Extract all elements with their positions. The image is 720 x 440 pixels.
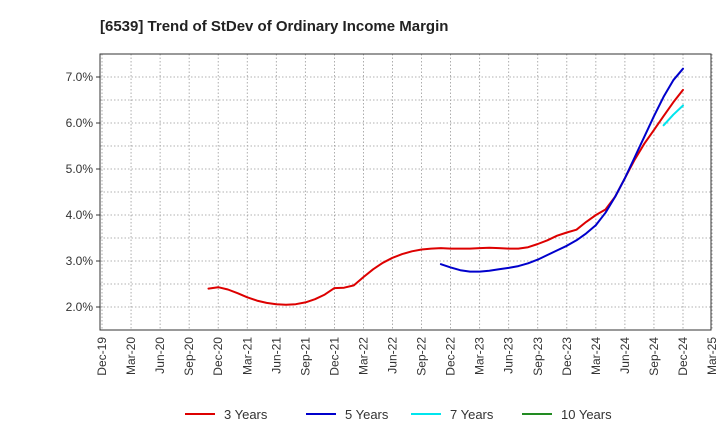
y-tick-label: 2.0% (66, 300, 94, 314)
x-tick-label: Sep-22 (415, 337, 429, 376)
x-tick-label: Dec-20 (211, 337, 225, 376)
x-tick-label: Sep-23 (531, 337, 545, 376)
x-tick-label: Dec-22 (444, 337, 458, 376)
x-tick-label: Sep-21 (298, 337, 312, 376)
grid-layer (100, 54, 713, 330)
x-tick-label: Jun-21 (269, 337, 283, 374)
x-tick-label: Mar-20 (124, 337, 138, 375)
series-line-3-years (207, 88, 684, 306)
tick-layer: Dec-19 Mar-20 Jun-20 Sep-20 Dec-20 Mar-21 Jun-… (66, 70, 719, 376)
series-line-7-years (662, 104, 684, 127)
legend-label-10-years: 10 Years (561, 407, 612, 422)
x-tick-label: Sep-24 (647, 337, 661, 376)
x-tick-label: Jun-22 (386, 337, 400, 374)
legend-label-3-years: 3 Years (224, 407, 268, 422)
plot-frame (99, 53, 712, 331)
y-tick-label: 4.0% (66, 208, 94, 222)
x-tick-label: Jun-23 (502, 337, 516, 374)
series-layer (207, 67, 684, 306)
y-tick-label: 6.0% (66, 116, 94, 130)
legend-label-7-years: 7 Years (450, 407, 494, 422)
x-tick-label: Dec-19 (95, 337, 109, 376)
x-tick-label: Jun-20 (153, 337, 167, 374)
y-tick-label: 3.0% (66, 254, 94, 268)
x-tick-label: Mar-23 (473, 337, 487, 375)
y-tick-label: 7.0% (66, 70, 94, 84)
x-tick-label: Dec-23 (560, 337, 574, 376)
x-tick-label: Mar-24 (589, 337, 603, 375)
legend-label-5-years: 5 Years (345, 407, 389, 422)
x-tick-label: Mar-21 (240, 337, 254, 375)
x-tick-label: Dec-21 (327, 337, 341, 376)
x-tick-label: Mar-22 (356, 337, 370, 375)
chart-title: [6539] Trend of StDev of Ordinary Income… (100, 18, 448, 35)
x-tick-label: Dec-24 (676, 337, 690, 376)
x-tick-label: Jun-24 (618, 337, 632, 374)
x-tick-label: Sep-20 (182, 337, 196, 376)
legend: 3 Years 5 Years 7 Years 10 Years (185, 407, 612, 422)
series-line-5-years (439, 67, 684, 273)
y-tick-label: 5.0% (66, 162, 94, 176)
x-tick-label: Mar-25 (705, 337, 719, 375)
